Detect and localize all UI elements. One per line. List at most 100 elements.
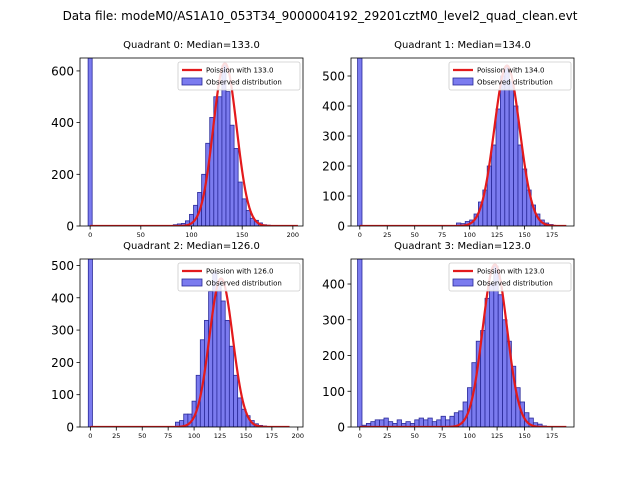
x-tick-label: 150 [240,432,252,440]
histogram-bar [504,66,510,226]
histogram-bar [497,294,503,427]
x-tick-label: 100 [188,432,200,440]
x-tick-label: 50 [411,231,419,239]
y-tick-label: 300 [51,324,74,338]
x-tick-label: 25 [383,432,391,440]
histogram-bar [245,210,251,226]
legend: Poission with 133.0 Observed distribution [177,61,301,91]
data-marks [357,58,567,226]
axes-frame [79,258,304,428]
histogram-bar [489,283,495,427]
legend-label-histogram: Observed distribution [206,280,282,288]
x-tick-label: 50 [411,432,419,440]
quadrant-title: Quadrant 0: Median=133.0 [123,40,260,51]
poisson-curve [359,64,567,226]
x-tick-label: 100 [463,231,475,239]
x-tick-label: 150 [518,432,530,440]
quadrant-title: Quadrant 2: Median=126.0 [123,241,260,252]
histogram-bar [440,415,446,427]
legend-label-histogram: Observed distribution [206,79,282,87]
axes-frame [350,57,575,227]
histogram-bar [229,124,235,226]
y-tick-label: 200 [322,349,345,363]
legend: Poission with 134.0 Observed distribution [448,61,572,91]
legend-label-histogram: Observed distribution [477,280,553,288]
y-tick-label: 0 [337,220,345,234]
poisson-curve [90,61,298,226]
x-tick-label: 125 [491,231,503,239]
y-tick-label: 100 [322,385,345,399]
legend-label-curve: Poission with 134.0 [477,67,545,75]
y-tick-label: 100 [322,190,345,204]
histogram-bar [495,108,501,226]
histogram-bar [216,281,222,427]
legend-box [177,61,301,91]
y-tick-label: 400 [322,278,345,292]
histogram-bar [217,96,223,226]
y-tick-label: 200 [322,160,345,174]
histogram-bar [484,297,490,427]
x-tick-label: 75 [438,432,446,440]
histogram-bar [220,300,226,427]
x-tick-label: 100 [463,432,475,440]
panels: 0 50 100 150 200 0 200 400 600 Quadrant 0: Median… [51,40,575,440]
x-tick-label: 125 [214,432,226,440]
x-tick-label: 100 [185,231,197,239]
histogram-bar [233,148,239,226]
legend-bar-swatch [181,77,203,86]
histogram-bar [491,144,497,226]
x-tick-label: 200 [292,432,304,440]
histogram-bar [224,319,230,427]
x-tick-label: 75 [438,231,446,239]
histogram-bar [513,105,519,226]
figure-title: Data file: modeM0/AS1A10_053T34_90000041… [63,9,578,23]
y-tick-label: 400 [51,291,74,305]
quadrant-3-panel: 0 25 50 75 100 125 150 175 0 100 200 300 400 Quadrant… [322,241,575,440]
histogram-bar-zero-spike [357,58,363,226]
x-tick-label: 175 [546,231,558,239]
x-tick-label: 150 [518,231,530,239]
legend-label-curve: Poission with 123.0 [477,268,545,276]
histogram-bar [427,417,433,427]
legend-box [448,262,572,292]
legend-box [448,61,572,91]
x-tick-label: 125 [491,432,503,440]
y-tick-label: 400 [322,100,345,114]
y-tick-label: 300 [322,130,345,144]
x-tick-label: 75 [164,432,172,440]
x-tick-label: 150 [236,231,248,239]
x-tick-label: 50 [137,231,145,239]
x-tick-label: 0 [358,231,362,239]
legend-label-curve: Poission with 126.0 [206,268,274,276]
x-tick-label: 200 [287,231,299,239]
data-marks [87,58,298,226]
histogram-bar-zero-spike [357,259,363,427]
y-tick-label: 400 [51,116,74,130]
legend-bar-swatch [452,77,474,86]
histogram-bar [502,319,508,427]
histogram-bar [233,374,239,427]
histogram-bar [225,91,231,226]
y-tick-label: 0 [337,421,345,435]
axes-frame [350,258,575,428]
legend-bar-swatch [452,278,474,287]
y-tick-label: 200 [51,356,74,370]
histogram-bar [508,81,514,226]
x-tick-label: 25 [112,432,120,440]
histogram-bar-zero-spike [87,259,93,427]
histogram-bar-zero-spike [87,58,93,226]
y-tick-label: 600 [51,64,74,78]
x-tick-label: 25 [383,231,391,239]
poisson-curve [359,263,567,427]
y-tick-label: 100 [51,388,74,402]
quadrant-0-panel: 0 50 100 150 200 0 200 400 600 Quadrant 0: Median… [51,40,304,239]
histogram-bar [383,417,389,427]
data-marks [87,259,290,427]
x-tick-label: 0 [88,231,92,239]
y-tick-label: 500 [51,259,74,273]
legend-box [177,262,301,292]
histogram-bar [228,345,234,427]
quadrant-title: Quadrant 1: Median=134.0 [394,40,531,51]
x-tick-label: 50 [138,432,146,440]
